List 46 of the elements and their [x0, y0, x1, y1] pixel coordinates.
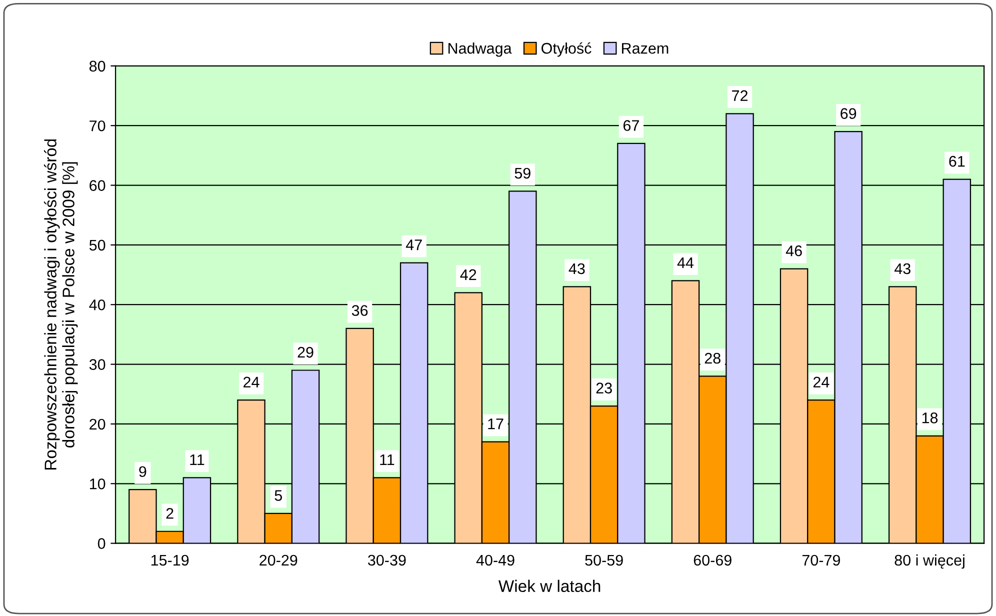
x-tick-label: 70-79 [802, 554, 840, 566]
x-tick-label: 80 i więcej [894, 554, 964, 569]
data-label: 18 [922, 412, 938, 424]
y-tick-label: 60 [90, 180, 106, 191]
data-label: 24 [244, 376, 260, 388]
data-label: 24 [813, 376, 830, 388]
y-tick-label: 40 [89, 299, 106, 310]
y-tick-label: 70 [90, 120, 106, 132]
x-tick-label: 20-29 [260, 554, 298, 566]
data-label: 2 [166, 508, 174, 519]
data-label: 29 [298, 346, 314, 358]
x-tick-label: 15-19 [151, 554, 189, 566]
data-label: 59 [514, 168, 530, 179]
x-tick-label: 50-59 [585, 554, 623, 566]
data-label: 42 [460, 269, 476, 280]
data-label: 44 [677, 258, 694, 268]
y-tick-label: 0 [98, 538, 106, 549]
data-label: 47 [406, 240, 422, 250]
data-label: 43 [894, 263, 910, 274]
data-label: 28 [704, 352, 720, 364]
data-label: 67 [623, 120, 639, 131]
data-label: 72 [732, 90, 748, 101]
y-tick-label: 50 [89, 240, 106, 251]
legend-label: Otyłość [542, 42, 592, 57]
y-tick-label: 20 [90, 418, 106, 430]
data-label: 46 [786, 245, 802, 256]
data-label: 61 [949, 156, 965, 167]
data-label: 69 [840, 108, 856, 119]
x-axis-title: Wiek w latach [498, 580, 600, 592]
x-tick-label: 30-39 [368, 554, 406, 566]
y-axis-title: Rozpowszechnienie nadwagi i otyłości wśród dorosłej populacji w Polsce w 2009 [%] [44, 139, 78, 470]
data-label: 17 [488, 418, 504, 430]
data-label: 23 [596, 382, 612, 394]
data-label: 9 [139, 466, 146, 478]
y-tick-label: 30 [89, 359, 106, 370]
data-label: 11 [190, 454, 204, 465]
y-tick-label: 10 [90, 478, 106, 490]
data-label: 43 [568, 263, 585, 274]
data-label: 36 [352, 305, 368, 316]
legend-label: Razem [622, 43, 668, 54]
legend-label: Nadwaga [448, 42, 512, 57]
x-tick-label: 60-69 [694, 554, 732, 566]
y-tick-label: 80 [89, 60, 106, 72]
x-tick-label: 40-49 [476, 554, 514, 566]
data-label: 11 [380, 454, 394, 465]
data-label: 5 [274, 490, 282, 501]
